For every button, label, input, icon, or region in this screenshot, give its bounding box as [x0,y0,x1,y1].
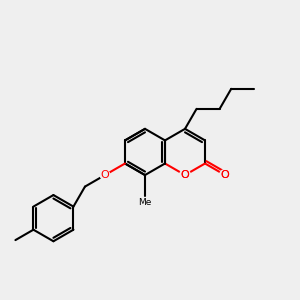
Circle shape [220,169,230,180]
Circle shape [180,169,190,180]
Text: Me: Me [138,198,152,207]
Text: O: O [181,170,189,180]
Text: O: O [220,170,230,180]
Text: O: O [181,170,189,180]
Circle shape [100,170,110,180]
Text: O: O [220,170,230,180]
Text: O: O [100,170,109,180]
